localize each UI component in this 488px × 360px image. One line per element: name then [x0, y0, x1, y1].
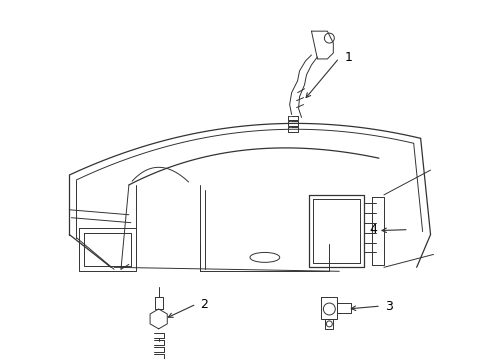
Text: 3: 3 — [384, 300, 392, 312]
Text: 1: 1 — [344, 51, 351, 64]
Text: 2: 2 — [200, 297, 208, 311]
Text: 4: 4 — [368, 223, 376, 236]
